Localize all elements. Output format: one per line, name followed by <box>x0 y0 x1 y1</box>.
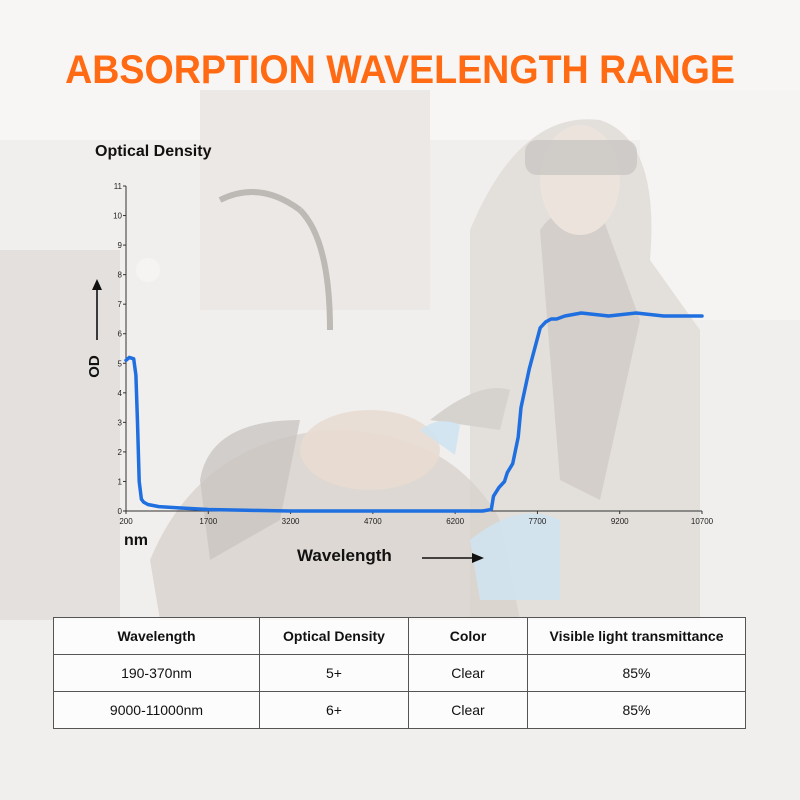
od-arrow-head-icon <box>92 279 102 290</box>
table-header: Optical Density <box>259 617 409 655</box>
table-header: Color <box>408 617 528 655</box>
y-tick-label: 3 <box>118 418 123 427</box>
table-row: 190-370nm 5+ Clear 85% <box>53 654 746 692</box>
x-tick-label: 7700 <box>529 517 547 526</box>
spec-table: Wavelength Optical Density Color Visible… <box>53 617 746 729</box>
table-cell: 5+ <box>259 654 409 692</box>
y-tick-label: 1 <box>118 477 123 486</box>
table-cell: Clear <box>408 691 528 729</box>
y-tick-label: 11 <box>114 182 123 191</box>
y-tick-label: 6 <box>118 330 123 339</box>
table-header: Wavelength <box>53 617 260 655</box>
axis-arrows <box>92 279 484 563</box>
chart-axes <box>125 186 702 512</box>
x-tick-label: 4700 <box>364 517 382 526</box>
nm-unit-label: nm <box>124 532 148 549</box>
wavelength-axis-label: Wavelength <box>297 546 392 565</box>
y-tick-label: 8 <box>118 271 123 280</box>
table-header: Visible light transmittance <box>527 617 746 655</box>
x-tick-label: 10700 <box>691 517 714 526</box>
chart-ticks: 0 1 2 3 4 5 6 7 8 9 10 11 200 1700 3200 4700 6200 7700 920… <box>113 182 714 526</box>
x-tick-label: 3200 <box>282 517 300 526</box>
x-tick-label: 1700 <box>199 517 217 526</box>
table-cell: Clear <box>408 654 528 692</box>
table-cell: 85% <box>527 654 746 692</box>
y-tick-label: 0 <box>118 507 123 516</box>
table-cell: 190-370nm <box>53 654 260 692</box>
od-series-line <box>124 311 704 513</box>
optical-density-label: Optical Density <box>95 143 212 160</box>
table-header-row: Wavelength Optical Density Color Visible… <box>53 617 746 655</box>
page-title: ABSORPTION WAVELENGTH RANGE <box>65 48 735 92</box>
table-cell: 9000-11000nm <box>53 691 260 729</box>
wavelength-arrow-head-icon <box>472 553 484 563</box>
y-tick-label: 10 <box>113 212 122 221</box>
y-tick-label: 5 <box>118 359 123 368</box>
x-tick-label: 200 <box>119 517 133 526</box>
x-tick-label: 9200 <box>611 517 629 526</box>
table-cell: 6+ <box>259 691 409 729</box>
od-axis-label: OD <box>85 355 103 378</box>
y-tick-label: 9 <box>118 241 123 250</box>
y-tick-label: 2 <box>118 448 123 457</box>
y-tick-label: 4 <box>118 389 123 398</box>
table-row: 9000-11000nm 6+ Clear 85% <box>53 691 746 729</box>
table-cell: 85% <box>527 691 746 729</box>
x-tick-label: 6200 <box>446 517 464 526</box>
y-tick-label: 7 <box>118 300 123 309</box>
